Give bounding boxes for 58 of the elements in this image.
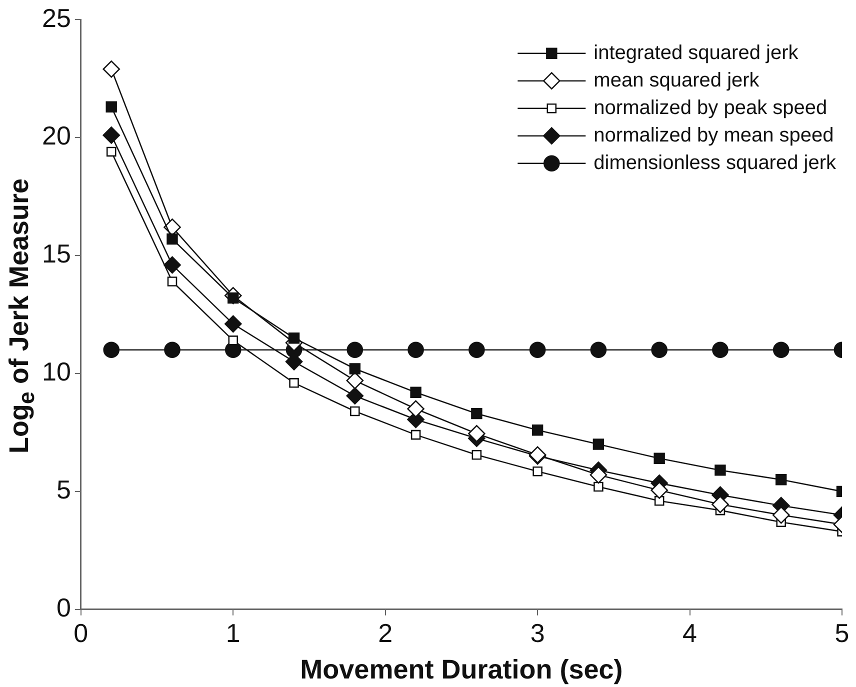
- point: [224, 315, 242, 333]
- y-tick-label: 0: [56, 592, 71, 623]
- point: [468, 424, 486, 442]
- point: [166, 233, 178, 245]
- legend-label: normalized by mean speed: [594, 124, 834, 146]
- legend-label: mean squared jerk: [594, 69, 760, 92]
- point: [772, 342, 790, 358]
- legend-label: integrated squared jerk: [594, 42, 800, 64]
- x-tick-label: 3: [530, 618, 545, 648]
- y-tick-label: 25: [42, 2, 71, 33]
- point: [472, 450, 482, 460]
- point: [349, 363, 361, 374]
- y-tick-label: 10: [42, 356, 71, 387]
- point: [590, 466, 608, 484]
- point: [167, 276, 178, 286]
- point: [712, 496, 729, 514]
- point: [468, 342, 485, 358]
- point: [102, 60, 120, 78]
- point: [164, 342, 180, 358]
- point: [712, 342, 728, 358]
- point: [592, 438, 604, 450]
- y-tick-label: 5: [56, 474, 71, 505]
- x-tick-label: 5: [834, 618, 850, 648]
- point: [410, 430, 421, 440]
- point: [471, 408, 482, 420]
- x-axis-title: Movement Duration (sec): [300, 654, 623, 684]
- point: [289, 378, 299, 388]
- point: [772, 506, 790, 524]
- legend-label: normalized by peak speed: [594, 96, 828, 119]
- point: [350, 406, 360, 416]
- point: [102, 126, 120, 144]
- point: [529, 342, 546, 358]
- point: [346, 342, 364, 358]
- point: [776, 474, 787, 486]
- y-tick-label: 15: [42, 238, 71, 269]
- point: [650, 482, 668, 499]
- point: [408, 342, 424, 358]
- x-tick-label: 4: [682, 618, 698, 648]
- x-tick-label: 2: [378, 618, 393, 648]
- y-tick-label: 20: [42, 120, 71, 151]
- point: [654, 452, 665, 464]
- point: [590, 342, 607, 358]
- point: [103, 342, 120, 358]
- point: [346, 387, 364, 405]
- point: [651, 342, 668, 358]
- point: [594, 482, 604, 492]
- point: [410, 386, 422, 398]
- point: [532, 424, 544, 436]
- point: [288, 332, 300, 344]
- point: [407, 400, 424, 418]
- point: [532, 466, 542, 476]
- legend-label: dimensionless squared jerk: [594, 152, 837, 174]
- point: [106, 146, 116, 157]
- x-tick-label: 1: [226, 618, 240, 648]
- point: [714, 464, 726, 476]
- point: [228, 336, 238, 346]
- point: [164, 256, 181, 274]
- point: [106, 101, 117, 112]
